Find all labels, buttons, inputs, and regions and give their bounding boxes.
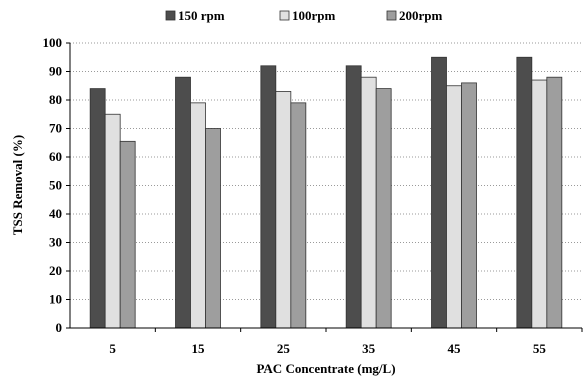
y-tick-label: 40 xyxy=(49,206,62,221)
legend-label: 200rpm xyxy=(399,8,443,23)
bar-150-rpm-55 xyxy=(516,56,533,329)
x-tick-label: 45 xyxy=(448,341,462,356)
legend-swatch xyxy=(279,10,290,21)
legend-label: 100rpm xyxy=(292,8,336,23)
x-tick-label: 15 xyxy=(192,341,206,356)
y-tick-label: 30 xyxy=(49,235,62,250)
legend-swatch xyxy=(386,10,397,21)
y-tick-label: 10 xyxy=(49,292,62,307)
legend-label: 150 rpm xyxy=(178,8,225,23)
y-tick-label: 90 xyxy=(49,64,62,79)
x-tick-labels: 5 15 25 35 45 55 xyxy=(109,328,583,356)
bar-200rpm-5 xyxy=(119,140,136,329)
x-tick-label: 25 xyxy=(277,341,291,356)
x-axis-title: PAC Concentrate (mg/L) xyxy=(256,361,395,376)
y-tick-label: 100 xyxy=(43,35,63,50)
y-tick-label: 70 xyxy=(49,121,62,136)
y-tick-labels: 0 10 20 30 40 50 60 70 80 90 100 xyxy=(43,35,70,335)
bar-100rpm-45 xyxy=(446,85,462,329)
bars xyxy=(89,56,563,329)
bar-200rpm-15 xyxy=(205,128,221,329)
bar-100rpm-35 xyxy=(360,76,377,329)
bar-200rpm-55 xyxy=(546,76,563,329)
y-tick-label: 50 xyxy=(49,178,62,193)
y-tick-label: 80 xyxy=(49,92,62,107)
y-axis-title: TSS Removal (%) xyxy=(10,135,25,235)
bar-100rpm-55 xyxy=(531,79,548,329)
bar-150-rpm-5 xyxy=(89,88,106,329)
bar-200rpm-45 xyxy=(461,82,477,329)
bar-150-rpm-25 xyxy=(260,65,277,329)
legend: 150 rpm 100rpm 200rpm xyxy=(165,8,443,23)
bar-200rpm-25 xyxy=(290,102,307,329)
bar-150-rpm-15 xyxy=(175,76,191,329)
legend-swatch xyxy=(165,10,176,21)
bar-150-rpm-35 xyxy=(345,65,362,329)
bar-100rpm-15 xyxy=(190,102,206,329)
bar-200rpm-35 xyxy=(375,88,392,329)
bar-100rpm-5 xyxy=(104,113,121,329)
y-tick-label: 20 xyxy=(49,263,62,278)
x-tick-label: 35 xyxy=(362,341,376,356)
gridlines xyxy=(70,42,582,300)
bar-150-rpm-45 xyxy=(431,56,447,329)
y-tick-label: 0 xyxy=(56,320,63,335)
bar-100rpm-25 xyxy=(275,91,292,329)
x-tick-label: 5 xyxy=(109,341,116,356)
y-tick-label: 60 xyxy=(49,149,62,164)
x-tick-label: 55 xyxy=(533,341,547,356)
